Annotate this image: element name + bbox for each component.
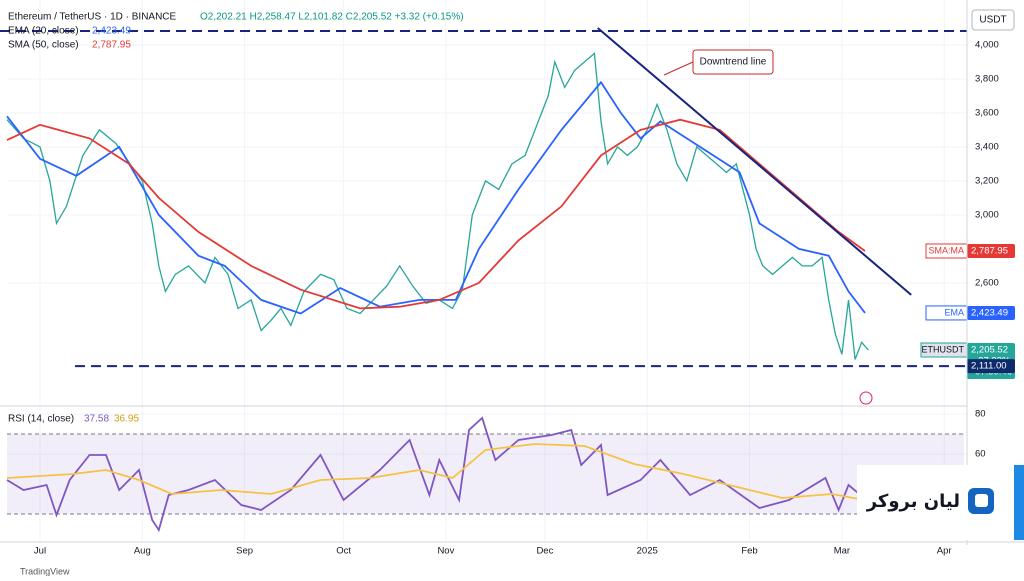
- legend-ema-value: 2,423.49: [92, 26, 131, 37]
- series-line: [6, 52, 869, 360]
- y-tick-label: 4,000: [975, 39, 999, 50]
- marker-box: [967, 305, 1015, 320]
- rsi-ma-value: 36.95: [114, 414, 139, 425]
- x-tick-label: Dec: [536, 546, 553, 557]
- annotation: Downtrend line: [700, 57, 767, 68]
- y-tick-label: 60: [975, 449, 986, 460]
- footer: TradingView: [20, 566, 70, 576]
- x-tick-label: Feb: [741, 546, 757, 557]
- series-line: [6, 80, 866, 315]
- y-tick-label: 80: [975, 409, 986, 420]
- x-tick-label: Oct: [336, 546, 351, 557]
- marker-box: [967, 243, 1015, 258]
- marker-name: EMA: [944, 307, 964, 317]
- rsi-band: [7, 434, 964, 514]
- x-tick-label: Nov: [437, 546, 454, 557]
- trendline: [597, 27, 912, 296]
- y-tick-label: 3,400: [975, 141, 999, 152]
- x-tick-label: Jul: [34, 546, 46, 557]
- axes: Jul Aug Sep Oct Nov Dec 2025 Feb Mar Apr 2,600 3,00…: [7, 0, 999, 557]
- y-tick-label: 2,600: [975, 277, 999, 288]
- marker-label: 2,205.52: [971, 345, 1008, 356]
- marker-box: [967, 359, 1015, 374]
- annotation-arrow: [663, 61, 694, 76]
- marker-label: 2,111.00: [971, 361, 1007, 372]
- y-tick-label: 3,200: [975, 175, 999, 186]
- brand-name: لیان بروکر: [866, 491, 960, 512]
- y-tick-label: 3,600: [975, 107, 999, 118]
- marker-name: SMA:MA: [928, 245, 964, 255]
- brand-box: [857, 465, 1024, 540]
- x-tick-label: 2025: [637, 546, 658, 557]
- annotation-box: [692, 49, 774, 75]
- x-tick-label: Aug: [134, 546, 151, 557]
- symbol-title: Ethereum / TetherUS · 1D · BINANCE: [8, 12, 177, 23]
- series-line: [6, 443, 866, 501]
- series-line: [6, 118, 866, 310]
- brand-accent: [1014, 465, 1024, 540]
- legend-sma: SMA (50, close): [8, 40, 79, 51]
- marker-name: ETHUSDT: [922, 344, 965, 354]
- series-line: [6, 416, 866, 533]
- marker-label: 2,423.49: [971, 307, 1008, 318]
- marker-label: 2,787.95: [971, 246, 1008, 257]
- y-tick-label: 3,000: [975, 209, 999, 220]
- x-tick-label: Mar: [834, 546, 850, 557]
- x-tick-label: Apr: [937, 546, 952, 557]
- ohlc: O2,202.21 H2,258.47 L2,101.82 C2,205.52 …: [200, 12, 464, 23]
- currency[interactable]: USDT: [979, 15, 1006, 26]
- rsi-value: 37.58: [84, 414, 109, 425]
- brand-logo-inner: [975, 494, 988, 507]
- y-tick-label: 3,800: [975, 73, 999, 84]
- legend-ema: EMA (20, close): [8, 26, 79, 37]
- alert-icon: [859, 391, 873, 405]
- currency-box[interactable]: [971, 9, 1015, 31]
- x-tick-label: Sep: [236, 546, 253, 557]
- legend-sma-value: 2,787.95: [92, 40, 131, 51]
- brand-badge: لیان بروکر: [857, 465, 1024, 540]
- rsi-title: RSI (14, close): [8, 414, 74, 425]
